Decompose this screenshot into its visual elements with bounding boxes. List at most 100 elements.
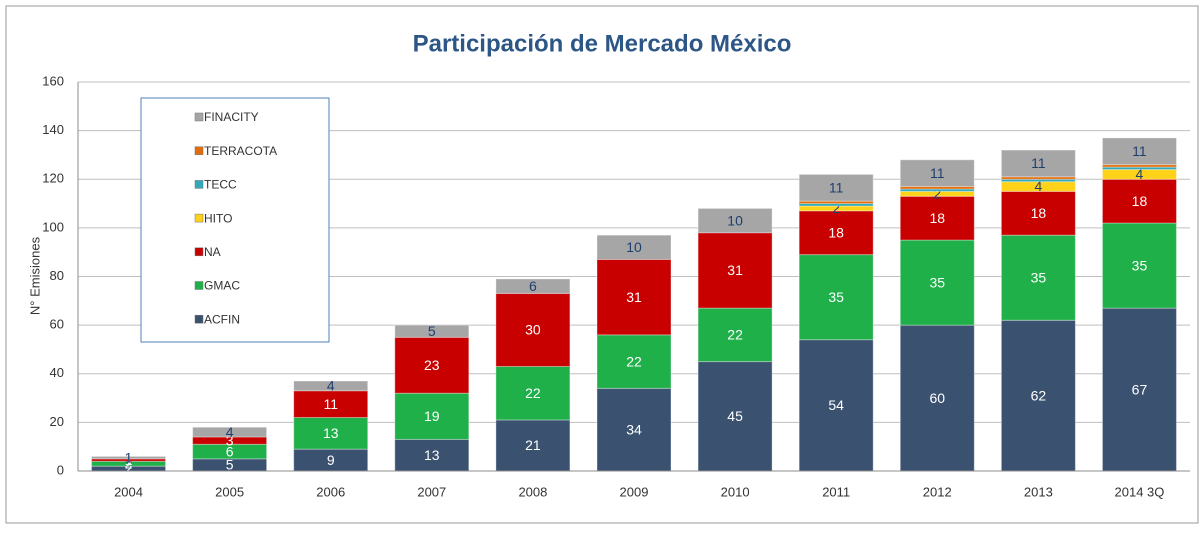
data-label: 3: [226, 432, 234, 448]
data-label: 9: [327, 452, 335, 468]
y-tick-label: 140: [42, 122, 64, 137]
x-tick-label: 2005: [215, 484, 244, 499]
data-label: 18: [929, 210, 945, 226]
x-tick-label: 2013: [1024, 484, 1053, 499]
data-label: 6: [529, 278, 537, 294]
bar-segment: [899, 239, 975, 326]
legend-swatch: [194, 314, 204, 324]
data-label: 4: [226, 424, 234, 440]
bar-segment: [394, 392, 470, 440]
data-label: 6: [226, 443, 234, 459]
bar-segment: [798, 210, 874, 256]
bar-segment: [394, 336, 470, 394]
data-label: 13: [323, 425, 339, 441]
x-tick-label: 2008: [518, 484, 547, 499]
x-tick-label: 2009: [620, 484, 649, 499]
data-label: 23: [424, 357, 440, 373]
legend-label: ACFIN: [204, 312, 240, 326]
data-label: 67: [1132, 381, 1148, 397]
y-tick-label: 100: [42, 219, 64, 234]
data-label: 35: [1132, 257, 1148, 273]
data-label: 60: [929, 390, 945, 406]
bar-segment: [596, 234, 672, 260]
data-label: 18: [1132, 193, 1148, 209]
y-tick-label: 80: [50, 268, 64, 283]
bar-segment: [596, 387, 672, 472]
data-label: 35: [828, 289, 844, 305]
data-label: 30: [525, 322, 541, 338]
data-label: 54: [828, 397, 844, 413]
bar-segment: [899, 195, 975, 241]
legend-swatch: [194, 247, 204, 257]
data-label: 11: [829, 179, 844, 195]
bar-segment: [1000, 149, 1076, 178]
data-label: 35: [1031, 269, 1047, 285]
data-label: 31: [727, 262, 743, 278]
bar-segment: [495, 293, 571, 367]
data-label: 2: [832, 200, 840, 216]
legend-swatch: [194, 281, 204, 290]
bar-segment: [899, 188, 975, 192]
bar-segment: [596, 258, 672, 336]
data-label: 21: [525, 437, 541, 453]
data-label: 10: [626, 239, 642, 255]
data-label: 35: [929, 274, 945, 290]
data-label: 19: [424, 408, 440, 424]
bar-segment: [697, 207, 773, 234]
data-label: 13: [424, 447, 440, 463]
bar-segment: [293, 417, 369, 450]
y-tick-label: 20: [50, 414, 64, 429]
bar-segment: [1101, 164, 1177, 168]
data-label: 62: [1031, 387, 1047, 403]
data-label: 18: [1031, 205, 1047, 221]
data-label: 4: [1136, 166, 1144, 182]
y-tick-label: 120: [42, 171, 64, 186]
legend-label: NA: [204, 245, 221, 259]
data-label: 2: [125, 455, 133, 471]
y-axis-label: N° Emisiones: [27, 236, 42, 315]
legend-label: TECC: [204, 178, 237, 192]
y-tick-label: 160: [42, 73, 64, 88]
bar-segment: [1101, 137, 1177, 166]
bar-segment: [394, 324, 470, 338]
bar-segment: [798, 254, 874, 341]
legend-swatch: [194, 146, 204, 155]
bar-segment: [192, 426, 268, 438]
x-tick-label: 2006: [316, 484, 345, 499]
legend-label: GMAC: [204, 279, 240, 293]
legend-swatch: [194, 180, 204, 189]
bar-segment: [596, 334, 672, 389]
bar-segment: [1101, 222, 1177, 309]
bar-segment: [798, 173, 874, 202]
data-label: 31: [626, 289, 642, 305]
bar-segment: [798, 200, 874, 205]
data-label: 2: [125, 460, 133, 476]
x-tick-label: 2011: [822, 484, 850, 499]
data-label: 11: [1132, 143, 1147, 159]
data-label: 1: [125, 449, 133, 465]
bar-segment: [91, 455, 167, 460]
y-tick-label: 60: [50, 317, 64, 332]
legend-box: [140, 97, 330, 343]
bar-segment: [899, 159, 975, 188]
data-label: 4: [327, 378, 335, 394]
y-tick-label: 40: [50, 365, 64, 380]
legend-label: HITO: [204, 211, 232, 225]
chart-title: Participación de Mercado México: [413, 30, 792, 57]
data-label: 22: [626, 353, 642, 369]
data-label: 11: [323, 396, 338, 412]
data-label: 22: [525, 385, 541, 401]
data-label: 34: [626, 421, 642, 437]
legend-swatch: [194, 112, 204, 122]
legend-label: TERRACOTA: [204, 144, 277, 158]
data-label: 5: [226, 457, 234, 473]
y-tick-label: 0: [57, 462, 64, 477]
bar-segment: [495, 365, 571, 421]
data-label: 45: [727, 408, 743, 424]
bar-segment: [293, 390, 369, 419]
data-label: 22: [727, 327, 743, 343]
bar-segment: [1101, 178, 1177, 224]
bar-segment: [697, 232, 773, 309]
data-label: 18: [828, 224, 844, 240]
